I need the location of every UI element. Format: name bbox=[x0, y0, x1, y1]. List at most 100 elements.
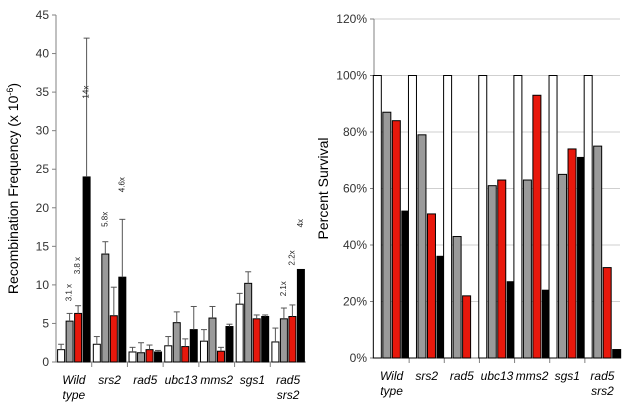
bar-gray bbox=[65, 320, 74, 363]
y-tick-label: 20% bbox=[343, 295, 367, 309]
bar-white bbox=[57, 349, 66, 363]
y-tick-label: 100% bbox=[336, 69, 367, 83]
bar-red bbox=[532, 94, 542, 359]
bar-red bbox=[426, 213, 436, 359]
bar-black bbox=[189, 329, 198, 363]
bar-red bbox=[462, 295, 472, 359]
bar-white bbox=[164, 345, 173, 363]
bar-gray bbox=[137, 352, 146, 363]
bar-red bbox=[109, 315, 118, 363]
bar-white bbox=[513, 75, 523, 359]
fold-change-label: 14x bbox=[82, 86, 91, 99]
fold-change-label: 3.8 x bbox=[73, 257, 82, 274]
bar-white bbox=[372, 75, 382, 359]
y-tick-label: 5 bbox=[42, 316, 49, 330]
bar-red bbox=[181, 346, 190, 363]
category-label: rad5 bbox=[276, 373, 300, 387]
bar-white bbox=[443, 75, 453, 359]
category-label: Wild bbox=[62, 373, 86, 387]
y-tick-label: 10 bbox=[36, 278, 50, 292]
fold-change-label: 5.8x bbox=[100, 212, 109, 227]
bar-gray bbox=[172, 322, 181, 363]
fold-change-label: 3.1 x bbox=[65, 284, 74, 301]
bar-gray bbox=[244, 282, 253, 363]
y-tick-label: 15 bbox=[36, 239, 50, 253]
y-axis-title: Recombination Frequency (x 10-6) bbox=[5, 83, 21, 294]
bar-white bbox=[407, 75, 417, 359]
fold-change-label: 4.6x bbox=[117, 177, 126, 192]
bar-black bbox=[261, 316, 270, 363]
fold-change-label: 2.1x bbox=[279, 281, 288, 296]
bar-black bbox=[118, 276, 127, 363]
bar-red bbox=[216, 350, 225, 363]
y-axis-title-end: ) bbox=[5, 83, 21, 88]
y-axis-title-text: Percent Survival bbox=[315, 138, 331, 240]
y-tick-label: 30 bbox=[36, 124, 50, 138]
category-label: sgs1 bbox=[555, 369, 580, 383]
bar-red bbox=[567, 148, 577, 359]
category-label: srs2 bbox=[415, 369, 438, 383]
bar-white bbox=[235, 303, 244, 363]
bar-black bbox=[612, 349, 622, 359]
bar-red bbox=[602, 267, 612, 359]
recombination-frequency-chart: 0 5 10 15 20 25 30 35 40 45 Recombination Frequenc… bbox=[5, 8, 306, 402]
y-tick-label: 0% bbox=[350, 351, 368, 365]
bar-gray bbox=[382, 111, 392, 359]
y-tick-label: 35 bbox=[36, 85, 50, 99]
y-axis-title-text: Recombination Frequency (x 10 bbox=[5, 95, 21, 294]
bar-red bbox=[391, 120, 401, 359]
bar-red bbox=[288, 316, 297, 363]
y-axis-title: Percent Survival bbox=[315, 138, 331, 240]
category-label: mms2 bbox=[200, 373, 233, 387]
bar-gray bbox=[101, 253, 110, 363]
bar-white bbox=[583, 75, 593, 359]
bar-white bbox=[548, 75, 558, 359]
category-label: rad5 bbox=[590, 369, 614, 383]
bar-gray bbox=[487, 185, 497, 359]
y-tick-label: 25 bbox=[36, 162, 50, 176]
bar-red bbox=[252, 318, 261, 363]
bar-red bbox=[145, 349, 154, 363]
bar-black bbox=[296, 268, 305, 363]
bar-white bbox=[478, 75, 488, 359]
y-tick-label: 80% bbox=[343, 125, 367, 139]
y-tick-label: 0 bbox=[42, 355, 49, 369]
bar-white bbox=[199, 340, 208, 363]
y-tick-label: 40 bbox=[36, 47, 50, 61]
category-label: srs2 bbox=[98, 373, 121, 387]
fold-change-label: 4x bbox=[296, 219, 305, 227]
category-label: ubc13 bbox=[165, 373, 198, 387]
bar-black bbox=[82, 176, 91, 363]
bar-gray bbox=[522, 179, 532, 359]
category-label: type bbox=[63, 388, 86, 402]
bar-white bbox=[128, 351, 137, 363]
category-label: sgs1 bbox=[240, 373, 265, 387]
bar-black bbox=[225, 326, 234, 363]
y-tick-label: 40% bbox=[343, 238, 367, 252]
category-label: mms2 bbox=[516, 369, 549, 383]
bar-gray bbox=[558, 173, 568, 359]
category-label: rad5 bbox=[133, 373, 157, 387]
category-label: rad5 bbox=[450, 369, 474, 383]
y-tick-label: 45 bbox=[36, 8, 50, 22]
bar-gray bbox=[452, 236, 462, 359]
bar-white bbox=[92, 343, 101, 363]
category-label: Wild bbox=[380, 369, 404, 383]
bar-red bbox=[497, 179, 507, 359]
category-label: srs2 bbox=[277, 388, 300, 402]
y-tick-label: 20 bbox=[36, 201, 50, 215]
bar-red bbox=[74, 312, 83, 363]
bar-white bbox=[271, 341, 280, 363]
category-label: srs2 bbox=[591, 384, 614, 398]
fold-change-label: 2.2x bbox=[287, 250, 296, 265]
y-tick-label: 60% bbox=[343, 182, 367, 196]
bar-gray bbox=[593, 145, 603, 359]
bar-black bbox=[154, 351, 163, 363]
y-tick-label: 120% bbox=[336, 12, 367, 26]
bar-gray bbox=[279, 318, 288, 363]
category-label: ubc13 bbox=[481, 369, 514, 383]
bar-gray bbox=[208, 317, 217, 363]
percent-survival-chart: 0% 20% 40% 60% 80% 100% 120% Percent Survival Wi… bbox=[315, 12, 622, 398]
y-axis-title-superscript: -6 bbox=[5, 88, 15, 96]
